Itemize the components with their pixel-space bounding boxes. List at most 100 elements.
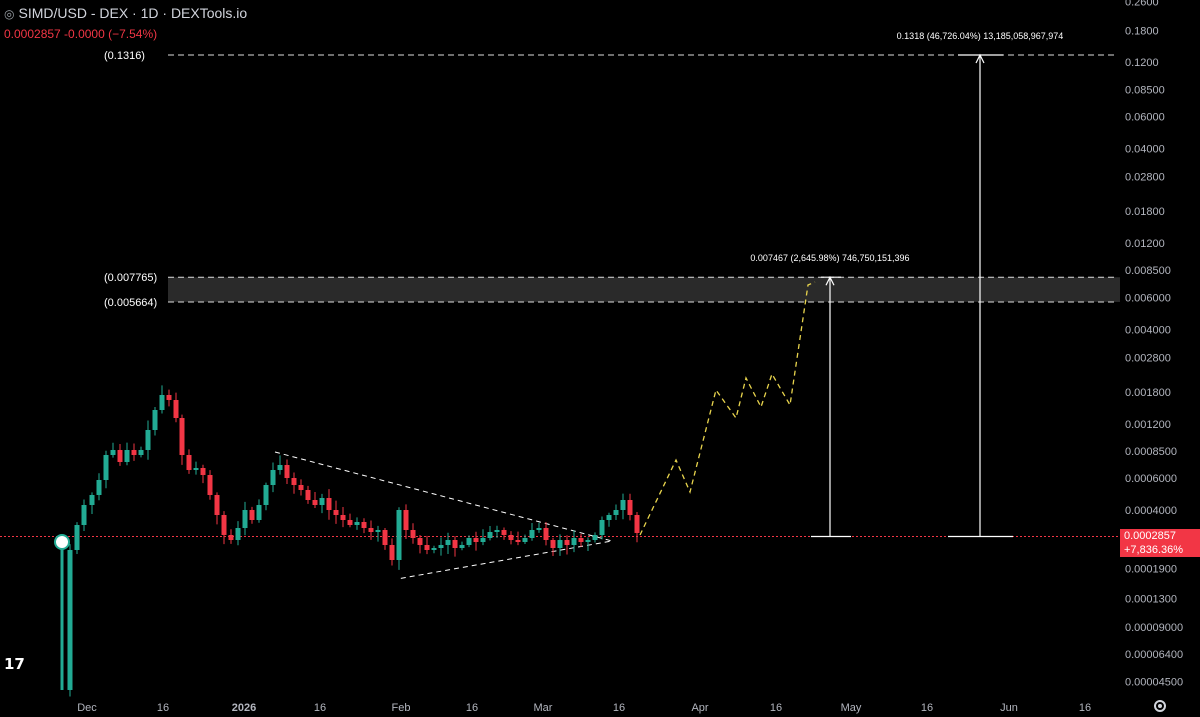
candle-body bbox=[494, 530, 500, 532]
candle-body bbox=[242, 510, 248, 528]
candle-body bbox=[417, 538, 423, 545]
candle-body bbox=[445, 540, 451, 545]
candle-body bbox=[606, 515, 612, 520]
y-tick-label: 0.00009000 bbox=[1125, 622, 1183, 634]
x-tick-label: Dec bbox=[77, 702, 97, 714]
symbol-title: SIMD/USD - DEX · 1D · DEXTools.io bbox=[18, 5, 248, 21]
symbol-icon: ◎ bbox=[4, 7, 15, 21]
candle-body bbox=[179, 418, 185, 455]
candle-body bbox=[270, 470, 276, 485]
y-tick-label: 0.06000 bbox=[1125, 112, 1165, 124]
y-tick-label: 0.0001900 bbox=[1125, 564, 1177, 576]
candle-body bbox=[263, 485, 269, 505]
y-tick-label: 0.08500 bbox=[1125, 84, 1165, 96]
current-price-badge: 0.0002857 bbox=[1120, 529, 1200, 543]
candle-body bbox=[298, 485, 304, 490]
candle-body bbox=[214, 495, 220, 515]
candle-body bbox=[193, 468, 199, 470]
measure-arrow bbox=[975, 53, 985, 64]
x-tick-label: Mar bbox=[534, 702, 553, 714]
candle-body bbox=[459, 545, 465, 548]
candle-body bbox=[571, 538, 577, 545]
candle-body bbox=[536, 528, 542, 530]
candle-body bbox=[284, 465, 290, 478]
level-label: (0.007765) bbox=[104, 272, 157, 284]
y-tick-label: 0.00006400 bbox=[1125, 649, 1183, 661]
y-tick-label: 0.01800 bbox=[1125, 206, 1165, 218]
measure-label: 0.1318 (46,726.04%) 13,185,058,967,974 bbox=[897, 31, 1064, 41]
candle-body bbox=[67, 550, 73, 690]
candle-body bbox=[207, 475, 213, 495]
candle-body bbox=[145, 430, 151, 450]
candle-body bbox=[131, 450, 137, 455]
x-tick-label: Apr bbox=[691, 702, 708, 714]
y-tick-label: 0.0001300 bbox=[1125, 593, 1177, 605]
y-tick-label: 0.0004000 bbox=[1125, 505, 1177, 517]
candle-body bbox=[354, 522, 360, 525]
candle-body bbox=[452, 540, 458, 548]
x-tick-label: May bbox=[841, 702, 862, 714]
candle-body bbox=[410, 530, 416, 538]
candle-body bbox=[368, 528, 374, 532]
candle-body bbox=[557, 540, 563, 548]
candle-body bbox=[389, 545, 395, 560]
candle-body bbox=[620, 500, 626, 510]
x-tick-label: Jun bbox=[1000, 702, 1018, 714]
candle-body bbox=[103, 455, 109, 480]
y-tick-label: 0.001800 bbox=[1125, 387, 1171, 399]
y-tick-label: 0.1200 bbox=[1125, 57, 1159, 69]
candle-body bbox=[634, 515, 640, 533]
projection-path bbox=[639, 281, 816, 536]
gear-icon[interactable] bbox=[1151, 697, 1169, 715]
candle-body bbox=[166, 395, 172, 400]
candle-body bbox=[89, 495, 95, 505]
x-tick-label: 16 bbox=[770, 702, 782, 714]
candle-body bbox=[221, 515, 227, 535]
candle-body bbox=[256, 505, 262, 520]
candle-body bbox=[361, 522, 367, 528]
candle-body bbox=[375, 530, 381, 532]
x-tick-label: 16 bbox=[1079, 702, 1091, 714]
y-tick-label: 0.1800 bbox=[1125, 25, 1159, 37]
candle-body bbox=[333, 510, 339, 515]
measure-arrow bbox=[825, 275, 835, 286]
y-tick-label: 0.2600 bbox=[1125, 0, 1159, 9]
x-tick-label: 16 bbox=[466, 702, 478, 714]
pencil-marker-icon bbox=[54, 534, 70, 550]
candle-body bbox=[312, 500, 318, 505]
candle-body bbox=[564, 540, 570, 545]
triangle-pattern bbox=[274, 451, 613, 580]
tradingview-logo-icon[interactable]: 17 bbox=[4, 655, 25, 673]
x-tick-label: 16 bbox=[613, 702, 625, 714]
candle-body bbox=[277, 465, 283, 470]
candle-body bbox=[396, 510, 402, 560]
candle-body bbox=[138, 450, 144, 455]
candle-body bbox=[326, 498, 332, 510]
y-tick-label: 0.00004500 bbox=[1125, 677, 1183, 689]
x-tick-label: 2026 bbox=[232, 702, 256, 714]
candle-body bbox=[347, 520, 353, 525]
candle-body bbox=[431, 548, 437, 550]
candle-body bbox=[515, 540, 521, 542]
candle-body bbox=[124, 450, 130, 462]
candle-body bbox=[627, 500, 633, 515]
candle-body bbox=[186, 455, 192, 470]
candle-body bbox=[110, 450, 116, 455]
y-tick-label: 0.04000 bbox=[1125, 144, 1165, 156]
candle-body bbox=[592, 535, 598, 540]
candle-body bbox=[522, 538, 528, 542]
candle-body bbox=[473, 538, 479, 542]
candle-body bbox=[501, 530, 507, 535]
measure-label: 0.007467 (2,645.98%) 746,750,151,396 bbox=[750, 253, 909, 263]
candle-body bbox=[74, 525, 80, 550]
candle-body bbox=[117, 450, 123, 462]
candle-body bbox=[173, 400, 179, 418]
candle-body bbox=[249, 510, 255, 520]
symbol-header[interactable]: ◎ SIMD/USD - DEX · 1D · DEXTools.io bbox=[4, 5, 247, 21]
y-tick-label: 0.006000 bbox=[1125, 292, 1171, 304]
candle-body bbox=[613, 510, 619, 515]
change-pct-badge: +7,836.36% bbox=[1120, 543, 1200, 557]
candle-body bbox=[480, 538, 486, 542]
resistance-zone bbox=[168, 277, 1120, 302]
